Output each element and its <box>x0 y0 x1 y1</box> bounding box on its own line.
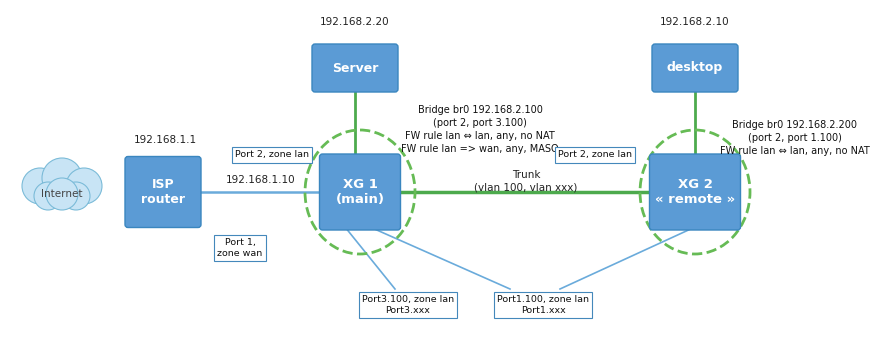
Text: Port 1,
zone wan: Port 1, zone wan <box>217 238 262 258</box>
Text: (vlan 100, vlan xxx): (vlan 100, vlan xxx) <box>474 183 578 193</box>
Circle shape <box>62 182 90 210</box>
Text: 192.168.2.20: 192.168.2.20 <box>320 17 389 27</box>
FancyBboxPatch shape <box>650 154 740 230</box>
Circle shape <box>46 178 78 210</box>
FancyBboxPatch shape <box>312 44 398 92</box>
Text: Internet: Internet <box>41 189 82 199</box>
Circle shape <box>66 168 102 204</box>
Text: Port3.100, zone lan
Port3.xxx: Port3.100, zone lan Port3.xxx <box>362 295 454 315</box>
Text: Port 2, zone lan: Port 2, zone lan <box>235 151 309 159</box>
Text: Bridge br0 192.168.2.200: Bridge br0 192.168.2.200 <box>732 120 858 130</box>
Text: XG 2
« remote »: XG 2 « remote » <box>655 178 735 206</box>
Text: FW rule lan => wan, any, MASQ: FW rule lan => wan, any, MASQ <box>401 144 559 154</box>
Text: FW rule lan ⇔ lan, any, no NAT: FW rule lan ⇔ lan, any, no NAT <box>405 131 555 141</box>
FancyBboxPatch shape <box>652 44 738 92</box>
Circle shape <box>42 158 82 198</box>
FancyBboxPatch shape <box>125 156 201 227</box>
Text: 192.168.2.10: 192.168.2.10 <box>660 17 730 27</box>
Text: Bridge br0 192.168.2.100: Bridge br0 192.168.2.100 <box>417 105 543 115</box>
Circle shape <box>22 168 58 204</box>
Text: Port1.100, zone lan
Port1.xxx: Port1.100, zone lan Port1.xxx <box>497 295 589 315</box>
FancyBboxPatch shape <box>319 154 401 230</box>
Text: Trunk: Trunk <box>512 170 540 180</box>
Text: Server: Server <box>332 62 378 74</box>
Text: FW rule lan ⇔ lan, any, no NAT: FW rule lan ⇔ lan, any, no NAT <box>720 146 870 156</box>
Text: ISP
router: ISP router <box>141 178 185 206</box>
Text: (port 2, port 1.100): (port 2, port 1.100) <box>748 133 842 143</box>
Text: 192.168.1.1: 192.168.1.1 <box>133 135 196 145</box>
Text: Port 2, zone lan: Port 2, zone lan <box>558 151 632 159</box>
Text: XG 1
(main): XG 1 (main) <box>336 178 384 206</box>
Text: 192.168.1.10: 192.168.1.10 <box>225 175 295 185</box>
Circle shape <box>34 182 62 210</box>
Text: desktop: desktop <box>667 62 724 74</box>
Text: (port 2, port 3.100): (port 2, port 3.100) <box>433 118 527 128</box>
